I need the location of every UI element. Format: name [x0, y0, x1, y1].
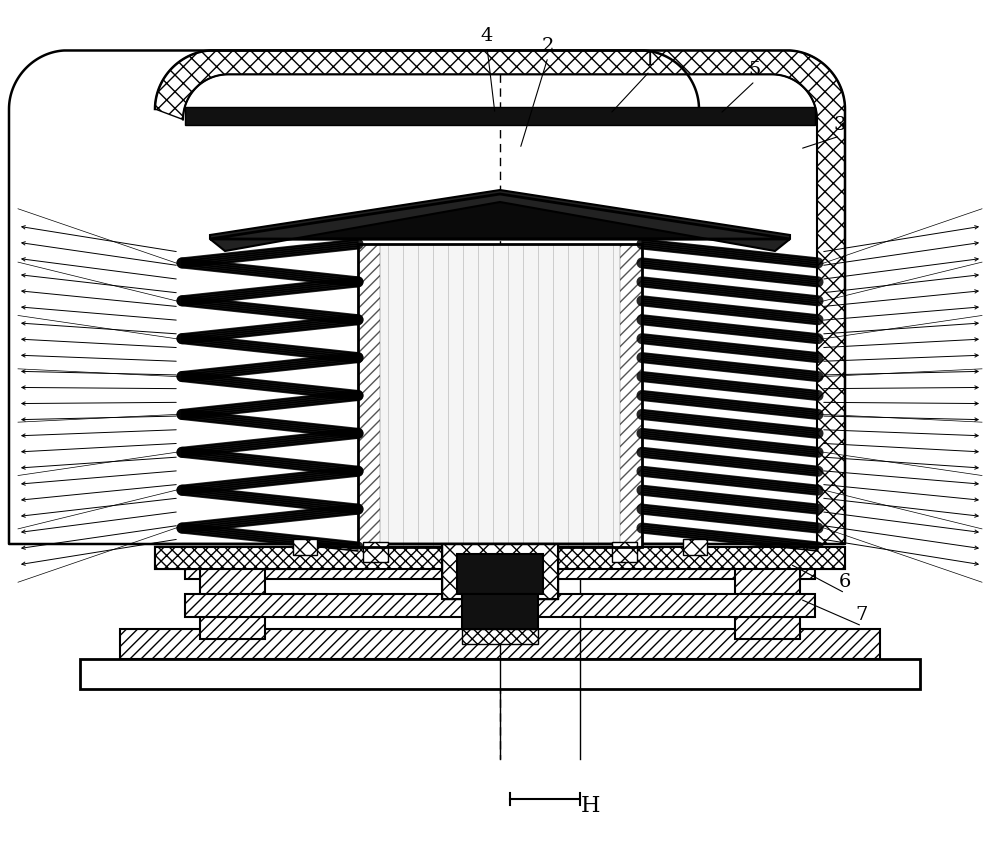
Polygon shape: [358, 245, 380, 548]
Polygon shape: [690, 548, 845, 639]
Polygon shape: [155, 51, 845, 544]
Text: 7: 7: [856, 606, 868, 624]
Polygon shape: [210, 194, 790, 240]
Text: 4: 4: [481, 27, 493, 45]
Text: H: H: [580, 794, 600, 816]
Polygon shape: [185, 595, 815, 618]
Polygon shape: [363, 543, 388, 562]
Text: 2: 2: [542, 37, 554, 55]
Polygon shape: [457, 554, 543, 595]
Polygon shape: [155, 548, 845, 569]
Text: 5: 5: [749, 61, 761, 79]
Polygon shape: [185, 560, 815, 579]
Text: 1: 1: [644, 51, 656, 69]
Text: 3: 3: [834, 116, 846, 134]
Polygon shape: [293, 539, 317, 555]
Text: 6: 6: [839, 572, 851, 590]
Polygon shape: [612, 543, 637, 562]
Polygon shape: [120, 630, 880, 659]
Polygon shape: [442, 544, 558, 600]
Polygon shape: [358, 245, 642, 548]
Polygon shape: [620, 245, 642, 548]
Polygon shape: [462, 595, 538, 630]
Polygon shape: [185, 107, 815, 126]
Polygon shape: [155, 548, 310, 639]
Polygon shape: [462, 630, 538, 644]
Polygon shape: [210, 191, 790, 252]
Polygon shape: [80, 659, 920, 689]
Polygon shape: [683, 539, 707, 555]
